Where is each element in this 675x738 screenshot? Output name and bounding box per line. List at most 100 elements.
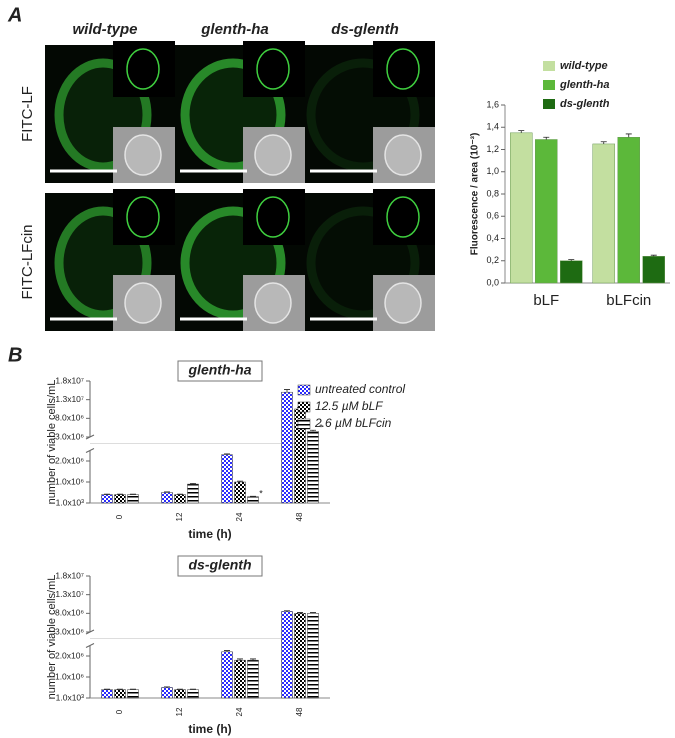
- y-tick-label: 0,8: [486, 188, 499, 198]
- inset-dic-cell: [254, 282, 292, 324]
- title-box: [177, 360, 263, 382]
- x-tick-label: 12: [175, 512, 184, 521]
- legend-swatch: [297, 384, 311, 396]
- y-tick-label: 2.0x10⁶: [55, 455, 84, 465]
- y-axis-label: Fluorescence / area (10⁻³): [470, 133, 481, 256]
- inset-dic-cell: [384, 282, 422, 324]
- chart-title: ds-glenth: [189, 557, 252, 573]
- legend-swatch: [297, 418, 311, 430]
- row-label: FITC-LF: [19, 86, 36, 142]
- legend-swatch: [297, 401, 311, 413]
- column-label: glenth-ha: [200, 21, 269, 38]
- legend-swatch: [543, 61, 555, 71]
- y-axis-label: number of viable cells/mL: [46, 380, 58, 505]
- y-tick-label: 1.3x10⁷: [55, 394, 84, 404]
- bar: [187, 689, 199, 699]
- error-bar: [164, 491, 170, 493]
- error-bar: [600, 141, 607, 144]
- y-tick-label: 0,6: [486, 211, 499, 221]
- legend-label: wild-type: [560, 60, 608, 72]
- x-tick-label: 48: [295, 512, 304, 521]
- y-tick-label: 0,4: [486, 233, 499, 243]
- error-bar: [650, 254, 657, 257]
- inset-fluorescence: [373, 189, 435, 245]
- bar: [535, 139, 558, 284]
- y-tick-label: 1,2: [486, 144, 499, 154]
- x-tick-label: bLF: [533, 292, 559, 309]
- x-tick-label: 24: [235, 512, 244, 521]
- y-tick-label: 8.0x10⁶: [55, 608, 84, 618]
- bar: [114, 494, 126, 504]
- x-axis-label: time (h): [188, 722, 231, 736]
- bar: [281, 611, 293, 699]
- title-box: [177, 555, 263, 577]
- chart-title: glenth-ha: [188, 362, 252, 378]
- bar: [127, 689, 139, 699]
- bar: [560, 260, 583, 284]
- legend-label: glenth-ha: [559, 79, 610, 91]
- error-bar: [625, 133, 632, 138]
- y-tick-label: 1.0x10⁶: [55, 671, 84, 681]
- legend-label: ds-glenth: [560, 98, 610, 110]
- bar: [294, 613, 306, 699]
- error-bar: [237, 480, 243, 482]
- y-tick-label: 1.8x10⁷: [55, 570, 84, 580]
- error-bar: [190, 483, 196, 485]
- y-tick-label: 1.0x10³: [56, 692, 85, 702]
- inset-cell: [386, 196, 420, 238]
- bar: [127, 494, 139, 504]
- y-tick-label: 1,6: [486, 99, 499, 109]
- error-bar: [518, 130, 525, 133]
- bar: [114, 689, 126, 699]
- bar: [510, 132, 533, 284]
- bar: [247, 659, 259, 699]
- y-tick-label: 1,4: [486, 122, 499, 132]
- bar: [281, 391, 293, 504]
- error-bar: [568, 259, 575, 261]
- column-label: wild-type: [72, 21, 137, 38]
- legend-label: untreated control: [315, 382, 405, 396]
- bar: [161, 687, 173, 699]
- column-label: ds-glenth: [331, 21, 399, 38]
- bar: [174, 689, 186, 699]
- inset-cell: [256, 196, 290, 238]
- x-tick-label: 24: [235, 707, 244, 716]
- error-bar: [237, 658, 243, 661]
- significance-mark: *: [319, 423, 323, 433]
- error-bar: [297, 612, 303, 614]
- legend-swatch: [543, 99, 555, 109]
- legend-label: 12.5 µM bLF: [315, 399, 383, 413]
- x-tick-label: 0: [115, 514, 124, 519]
- bar: [307, 613, 319, 699]
- inset-fluorescence: [113, 189, 175, 245]
- y-tick-label: 0,0: [486, 277, 499, 287]
- legend-label: 2.6 µM bLFcin: [314, 416, 392, 430]
- y-tick-label: 1.8x10⁷: [55, 375, 84, 385]
- inset-fluorescence: [243, 41, 305, 97]
- error-bar: [224, 453, 230, 455]
- error-bar: [284, 610, 290, 612]
- error-bar: [164, 686, 170, 688]
- y-tick-label: 3.0x10⁶: [55, 431, 84, 441]
- bar: [161, 492, 173, 504]
- inset-dic-cell: [254, 134, 292, 176]
- bar: [642, 256, 665, 284]
- inset-cell: [386, 48, 420, 90]
- x-tick-label: bLFcin: [606, 292, 651, 309]
- inset-fluorescence: [113, 41, 175, 97]
- y-tick-label: 1.0x10³: [56, 497, 85, 507]
- x-axis-label: time (h): [188, 527, 231, 541]
- error-bar: [250, 658, 256, 661]
- bar: [234, 481, 246, 504]
- y-axis-label: number of viable cells/mL: [46, 575, 58, 700]
- x-tick-label: 12: [175, 707, 184, 716]
- panel-label: A: [7, 4, 22, 26]
- bar: [101, 494, 113, 504]
- bar: [234, 659, 246, 699]
- bar: [221, 651, 233, 699]
- inset-dic-cell: [124, 282, 162, 324]
- error-bar: [543, 136, 550, 140]
- y-tick-label: 8.0x10⁶: [55, 413, 84, 423]
- inset-cell: [126, 196, 160, 238]
